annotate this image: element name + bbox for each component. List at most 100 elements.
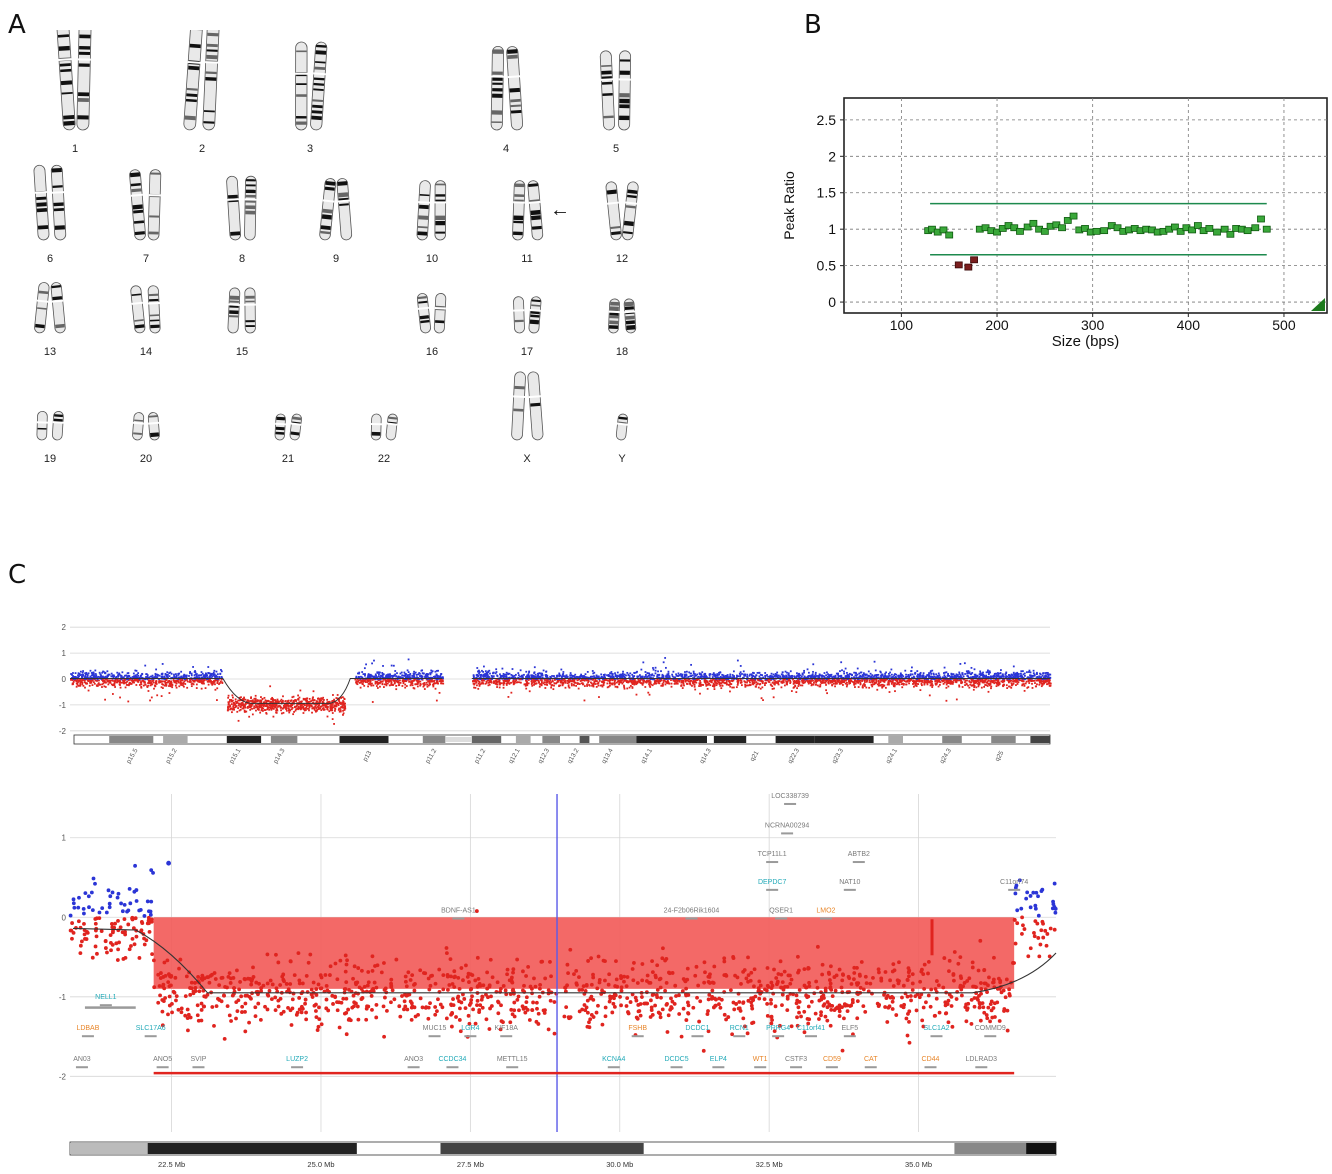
chromosome-band — [606, 189, 617, 195]
overview-probe-point — [884, 672, 887, 675]
overview-probe-point — [417, 673, 420, 676]
overview-probe-point — [771, 688, 774, 690]
overview-probe-point — [218, 682, 221, 685]
overview-probe-point — [840, 676, 843, 678]
overview-probe-point — [122, 679, 124, 682]
overview-probe-point — [319, 707, 322, 710]
overview-probe-point — [98, 671, 101, 674]
overview-probe-point — [211, 683, 214, 686]
centromere — [34, 191, 47, 194]
overview-probe-point — [260, 700, 263, 703]
overview-probe-point — [182, 681, 185, 684]
overview-probe-point — [503, 675, 506, 678]
chromosome-label: 4 — [503, 143, 509, 155]
overview-probe-point — [568, 686, 571, 689]
overview-probe-point — [921, 684, 923, 687]
overview-probe-point — [748, 679, 751, 682]
overview-probe-point — [151, 683, 154, 686]
overview-probe-point — [88, 679, 91, 681]
centromere — [130, 193, 143, 197]
chromosome-band — [245, 184, 256, 187]
overview-probe-point — [414, 671, 417, 674]
overview-probe-point — [163, 684, 166, 687]
overview-probe-point — [430, 680, 433, 683]
chromosome-band — [619, 98, 630, 104]
overview-probe-point — [114, 686, 116, 688]
overview-probe-point — [144, 664, 147, 667]
overview-probe-point — [538, 672, 541, 675]
chromosome-band — [530, 215, 541, 221]
overview-probe-point — [1028, 669, 1031, 672]
overview-probe-point — [721, 678, 724, 681]
overview-probe-point — [392, 679, 395, 681]
overview-probe-point — [1016, 678, 1019, 681]
overview-probe-point — [374, 682, 377, 685]
overview-probe-point — [732, 686, 735, 689]
overview-probe-point — [367, 676, 370, 679]
overview-probe-point — [344, 702, 346, 705]
overview-probe-point — [655, 680, 658, 682]
overview-probe-point — [494, 679, 497, 682]
overview-probe-point — [473, 686, 475, 689]
overview-probe-point — [609, 676, 612, 679]
overview-probe-point — [828, 679, 831, 682]
overview-probe-point — [503, 679, 506, 682]
overview-probe-point — [165, 681, 168, 684]
overview-probe-point — [316, 709, 318, 712]
overview-probe-point — [947, 685, 950, 688]
overview-probe-point — [185, 675, 188, 678]
overview-probe-point — [275, 707, 278, 710]
overview-probe-point — [1006, 687, 1009, 689]
overview-probe-point — [667, 672, 670, 675]
overview-probe-point — [298, 707, 301, 710]
chromosome-band — [510, 98, 521, 103]
overview-probe-point — [214, 688, 217, 691]
overview-probe-point — [959, 663, 962, 665]
overview-probe-point — [326, 701, 329, 704]
overview-probe-point — [287, 704, 290, 707]
centromere — [507, 75, 521, 79]
overview-probe-point — [834, 685, 836, 688]
overview-probe-point — [908, 675, 911, 678]
overview-probe-point — [278, 704, 280, 707]
overview-probe-point — [160, 695, 163, 697]
overview-probe-point — [868, 681, 871, 683]
overview-probe-point — [724, 678, 727, 681]
overview-probe-point — [651, 678, 654, 681]
overview-probe-point — [648, 693, 651, 696]
overview-probe-point — [145, 673, 148, 676]
overview-probe-point — [796, 687, 798, 690]
overview-probe-point — [119, 680, 121, 683]
overview-probe-point — [521, 674, 524, 677]
overview-probe-point — [307, 703, 309, 706]
overview-probe-point — [300, 703, 303, 705]
chromosome-band — [245, 205, 256, 210]
overview-probe-point — [357, 672, 359, 675]
overview-probe-point — [929, 671, 932, 674]
overview-probe-point — [132, 679, 135, 682]
overview-probe-point — [376, 681, 379, 683]
chromosome-band — [36, 208, 48, 213]
overview-probe-point — [593, 676, 596, 679]
overview-probe-point — [893, 677, 896, 679]
overview-probe-point — [337, 697, 339, 700]
overview-probe-point — [259, 703, 262, 706]
overview-probe-point — [233, 706, 236, 709]
overview-probe-point — [706, 683, 708, 686]
overview-probe-point — [654, 666, 657, 669]
overview-probe-point — [221, 681, 224, 684]
overview-probe-point — [427, 684, 430, 687]
overview-probe-point — [537, 676, 540, 679]
overview-probe-point — [210, 674, 213, 677]
overview-probe-point — [767, 675, 769, 678]
overview-probe-point — [154, 672, 157, 675]
overview-probe-point — [498, 678, 500, 681]
overview-probe-point — [568, 680, 570, 683]
overview-probe-point — [975, 681, 977, 684]
overview-probe-point — [533, 684, 535, 686]
overview-probe-point — [964, 679, 967, 682]
overview-probe-point — [140, 681, 143, 684]
chromatid — [433, 293, 447, 334]
overview-probe-point — [854, 674, 857, 677]
